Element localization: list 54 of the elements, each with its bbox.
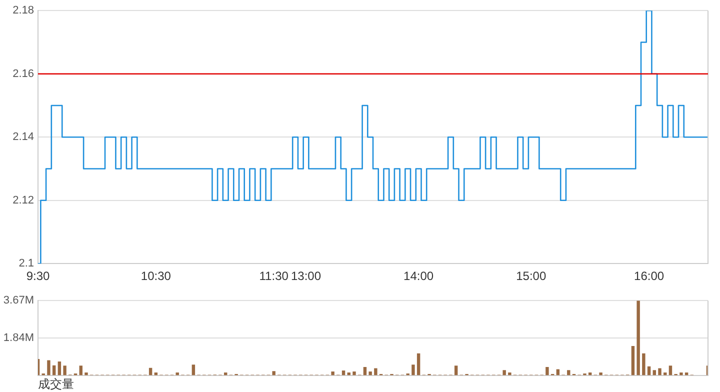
y-tick-label: 2.1 [18, 258, 34, 270]
bar [342, 370, 346, 376]
bar [412, 364, 415, 376]
bar [352, 372, 356, 376]
bar [79, 366, 82, 376]
bar [58, 362, 62, 376]
bar [631, 346, 635, 376]
bar [652, 370, 656, 376]
bar [636, 300, 640, 376]
y-tick-label: 1.84M [3, 332, 34, 344]
bar [668, 366, 672, 376]
bar [154, 372, 158, 376]
bar [192, 364, 196, 376]
bar [368, 372, 372, 376]
bar [84, 372, 88, 376]
x-tick-label: 13:00 [290, 269, 322, 284]
bar [680, 372, 683, 376]
bar [38, 359, 40, 376]
bar [416, 353, 420, 376]
bar [567, 370, 570, 376]
bar [658, 368, 662, 376]
bar [374, 368, 378, 376]
bar [664, 372, 667, 376]
bar [63, 366, 66, 376]
x-tick-label: 9:30 [26, 269, 50, 284]
bar [52, 365, 56, 376]
bar [176, 372, 179, 376]
x-tick-label: 14:00 [404, 269, 434, 284]
x-tick-label: 10:30 [140, 269, 172, 284]
bar [347, 372, 350, 376]
bar [272, 371, 276, 376]
bar [331, 372, 334, 376]
x-axis-title: 成交量 [38, 376, 74, 391]
bar [684, 372, 688, 376]
y-tick-label: 2.16 [12, 68, 34, 80]
bar [454, 366, 458, 376]
y-tick-label: 2.12 [12, 194, 34, 206]
bar [148, 368, 152, 376]
bar [647, 366, 651, 376]
y-tick-label: 2.18 [12, 4, 34, 17]
bar [502, 370, 506, 376]
x-tick-label: 16:00 [634, 269, 664, 284]
bar [546, 367, 549, 376]
y-tick-label: 3.67M [3, 294, 34, 307]
bar [588, 372, 592, 376]
y-tick-label: 2.14 [12, 131, 34, 144]
bar [599, 372, 602, 376]
x-tick-label: 11:30 [259, 269, 289, 284]
bar [508, 372, 512, 376]
bar [47, 360, 50, 376]
bar [224, 372, 228, 376]
bar [642, 353, 646, 376]
x-tick-label: 15:00 [516, 269, 546, 284]
bar [363, 367, 367, 376]
